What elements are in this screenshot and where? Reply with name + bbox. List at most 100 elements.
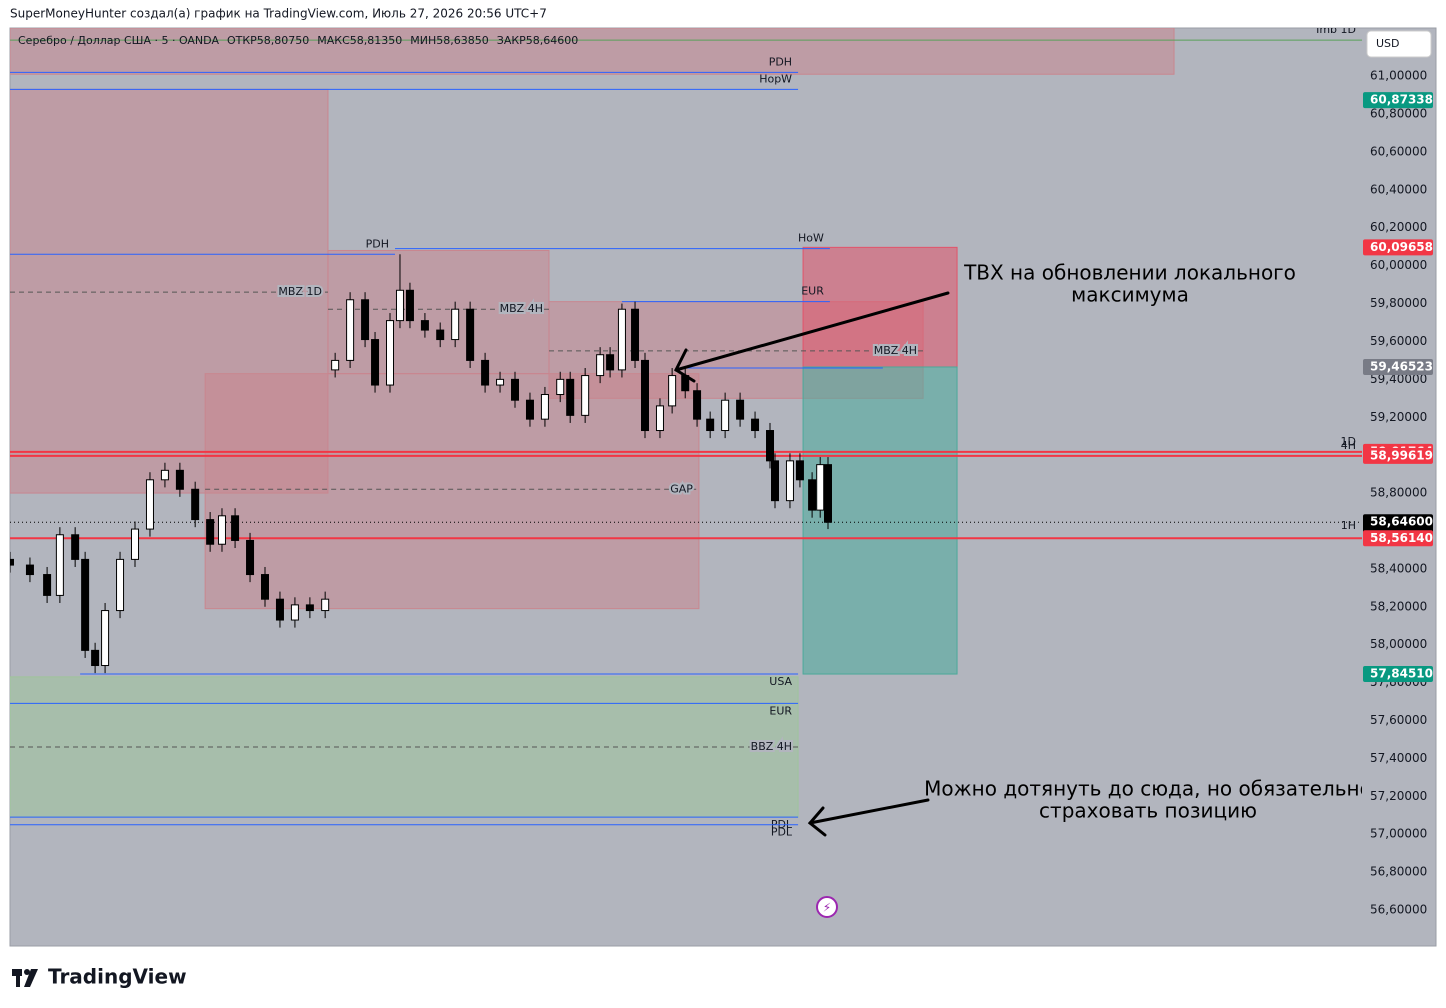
candle-body: [451, 308, 460, 341]
y-tick-label: 60,00000: [1370, 258, 1427, 272]
level-label: MBZ 1D: [278, 285, 322, 298]
y-tick-label: 56,60000: [1370, 902, 1427, 916]
candle-body: [466, 308, 475, 361]
price-badge: [1363, 92, 1433, 109]
price-badge: [1363, 447, 1433, 464]
legend-item: МИН58,63850: [410, 34, 488, 47]
y-tick-label: 58,20000: [1370, 599, 1427, 613]
candle-body: [321, 598, 330, 612]
candle-body: [540, 394, 549, 420]
event-icon-glyph[interactable]: ⚡: [823, 901, 831, 915]
level-label: PDL: [771, 826, 793, 839]
candle-body: [420, 320, 429, 331]
annotation: максимума: [1071, 283, 1189, 307]
candle-body: [206, 519, 215, 545]
arrow: [674, 291, 950, 383]
candle-body: [261, 574, 270, 600]
y-tick-label: 59,20000: [1370, 410, 1427, 424]
level-label: BBZ 4H: [751, 740, 792, 753]
candle-body: [101, 610, 110, 667]
annotation: Можно дотянуть до сюда, но обязательно: [924, 777, 1372, 801]
zone: [10, 28, 1175, 75]
price-badge-label: 58,99619: [1370, 448, 1433, 462]
y-tick-label: 60,40000: [1370, 182, 1427, 196]
level-label: 4H: [1341, 439, 1356, 452]
candle-body: [668, 375, 677, 407]
level-label: PDH: [366, 237, 389, 250]
candle-body: [160, 469, 169, 481]
price-badge-label: 60,87338: [1370, 93, 1433, 107]
level-label: GAP: [670, 482, 693, 495]
price-badge: [1363, 358, 1433, 375]
candle-body: [246, 539, 255, 576]
price-badge-label: 58,56140: [1370, 531, 1433, 545]
candle-body: [617, 308, 626, 371]
event-icon[interactable]: [816, 896, 838, 918]
plot-area: Imb 1D PDH HopW PDH HoW EUR MBZ 1D MBZ 4H MBZ 4H…: [10, 23, 1372, 839]
price-badge-label: 57,84510: [1370, 667, 1433, 681]
legend-item: ЗАКР58,64600: [497, 34, 579, 47]
candle-body: [706, 418, 715, 432]
candle-body: [361, 299, 370, 341]
legend-item: ОТКР58,80750: [227, 34, 309, 47]
level-label: Imb 1D: [1316, 23, 1356, 36]
candle-body: [785, 460, 794, 502]
candle-body: [556, 378, 565, 396]
price-badge-label: 58,64600: [1370, 515, 1433, 529]
candle-body: [25, 564, 34, 576]
y-tick-label: 59,40000: [1370, 372, 1427, 386]
candle-body: [596, 354, 605, 377]
level-label: HopW: [759, 72, 792, 85]
y-tick-label: 57,00000: [1370, 827, 1427, 841]
y-tick-label: 57,60000: [1370, 713, 1427, 727]
candle-body: [217, 515, 226, 545]
currency-button[interactable]: [1366, 30, 1432, 58]
level-label: 1D: [1341, 435, 1356, 448]
price-badge: [1363, 530, 1433, 547]
candle-body: [525, 399, 534, 420]
candle-body: [91, 649, 100, 667]
price-badge: [1363, 239, 1433, 256]
y-tick-label: 60,20000: [1370, 220, 1427, 234]
candle-body: [436, 329, 445, 341]
arrow: [807, 798, 930, 837]
candle-body: [55, 534, 64, 596]
candle-body: [655, 405, 664, 432]
candle-body: [751, 418, 760, 432]
level-label: 1H: [1341, 519, 1356, 532]
candle-body: [386, 320, 395, 386]
level-label: EUR: [769, 704, 792, 717]
y-tick-label: 60,80000: [1370, 107, 1427, 121]
level-label: MBZ 4H: [500, 302, 543, 315]
candle-body: [305, 604, 314, 612]
y-tick-label: 57,40000: [1370, 751, 1427, 765]
candle-body: [631, 308, 640, 361]
price-badge-label: 59,46523: [1370, 359, 1433, 373]
legend-item: МАКС58,81350: [317, 34, 402, 47]
legend-item: Серебро / Доллар США · 5 · OANDA: [18, 34, 219, 47]
candle-body: [71, 534, 80, 560]
y-tick-label: 60,60000: [1370, 144, 1427, 158]
y-tick-label: 58,00000: [1370, 637, 1427, 651]
candle-body: [606, 354, 615, 371]
y-tick-label: 59,80000: [1370, 296, 1427, 310]
annotation: страховать позицию: [1039, 799, 1257, 823]
zone: [204, 373, 700, 610]
y-tick-label: 59,60000: [1370, 334, 1427, 348]
symbol-legend: Серебро / Доллар США · 5 · OANDA ОТКР58,8…: [18, 34, 578, 47]
candle-body: [566, 378, 575, 416]
currency[interactable]: USD: [1376, 37, 1400, 50]
candle-body: [511, 378, 520, 401]
candle-body: [766, 430, 775, 462]
candle-body: [116, 558, 125, 612]
level-label: EUR: [801, 285, 824, 298]
price-badge: [1363, 666, 1433, 683]
candle-body: [191, 488, 200, 521]
candle-body: [175, 469, 184, 490]
candle-body: [290, 604, 299, 621]
candle-body: [231, 515, 240, 541]
attribution: SuperMoneyHunter создал(а) график на Tra…: [10, 7, 547, 21]
candle-body: [481, 359, 490, 386]
candle-body: [331, 359, 340, 371]
